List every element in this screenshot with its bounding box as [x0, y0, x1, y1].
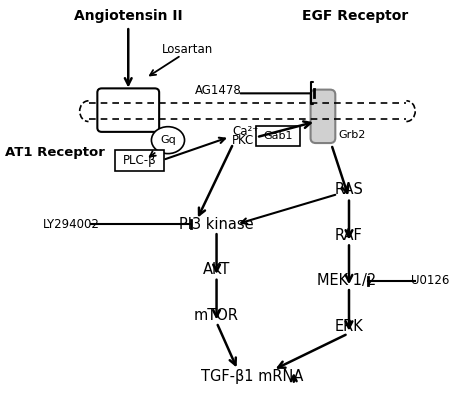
Ellipse shape	[151, 127, 184, 153]
Text: AG1478: AG1478	[195, 84, 242, 97]
Text: Gab1: Gab1	[264, 131, 293, 141]
Text: PLC-β: PLC-β	[122, 154, 156, 167]
Text: AKT: AKT	[203, 262, 230, 277]
Text: LY294002: LY294002	[42, 218, 99, 231]
Text: TGF-β1 mRNA: TGF-β1 mRNA	[201, 369, 303, 384]
Text: U0126: U0126	[411, 274, 450, 287]
Text: EGF Receptor: EGF Receptor	[302, 9, 409, 23]
Text: ERK: ERK	[335, 319, 364, 334]
Text: RAS: RAS	[335, 182, 364, 197]
Text: PI3 kinase: PI3 kinase	[179, 217, 254, 232]
Text: AT1 Receptor: AT1 Receptor	[6, 146, 105, 159]
FancyBboxPatch shape	[310, 90, 335, 143]
Text: Ca²⁺: Ca²⁺	[232, 126, 258, 138]
Text: PKC: PKC	[232, 134, 254, 147]
FancyBboxPatch shape	[115, 150, 164, 171]
FancyBboxPatch shape	[256, 126, 301, 146]
Text: mTOR: mTOR	[194, 308, 239, 323]
Text: Losartan: Losartan	[162, 43, 213, 55]
Text: Gq: Gq	[160, 135, 176, 145]
Text: RAF: RAF	[335, 228, 363, 243]
Text: Grb2: Grb2	[338, 130, 365, 140]
Text: Angiotensin II: Angiotensin II	[74, 9, 182, 23]
FancyBboxPatch shape	[97, 88, 159, 132]
Text: MEK 1/2: MEK 1/2	[317, 274, 376, 289]
